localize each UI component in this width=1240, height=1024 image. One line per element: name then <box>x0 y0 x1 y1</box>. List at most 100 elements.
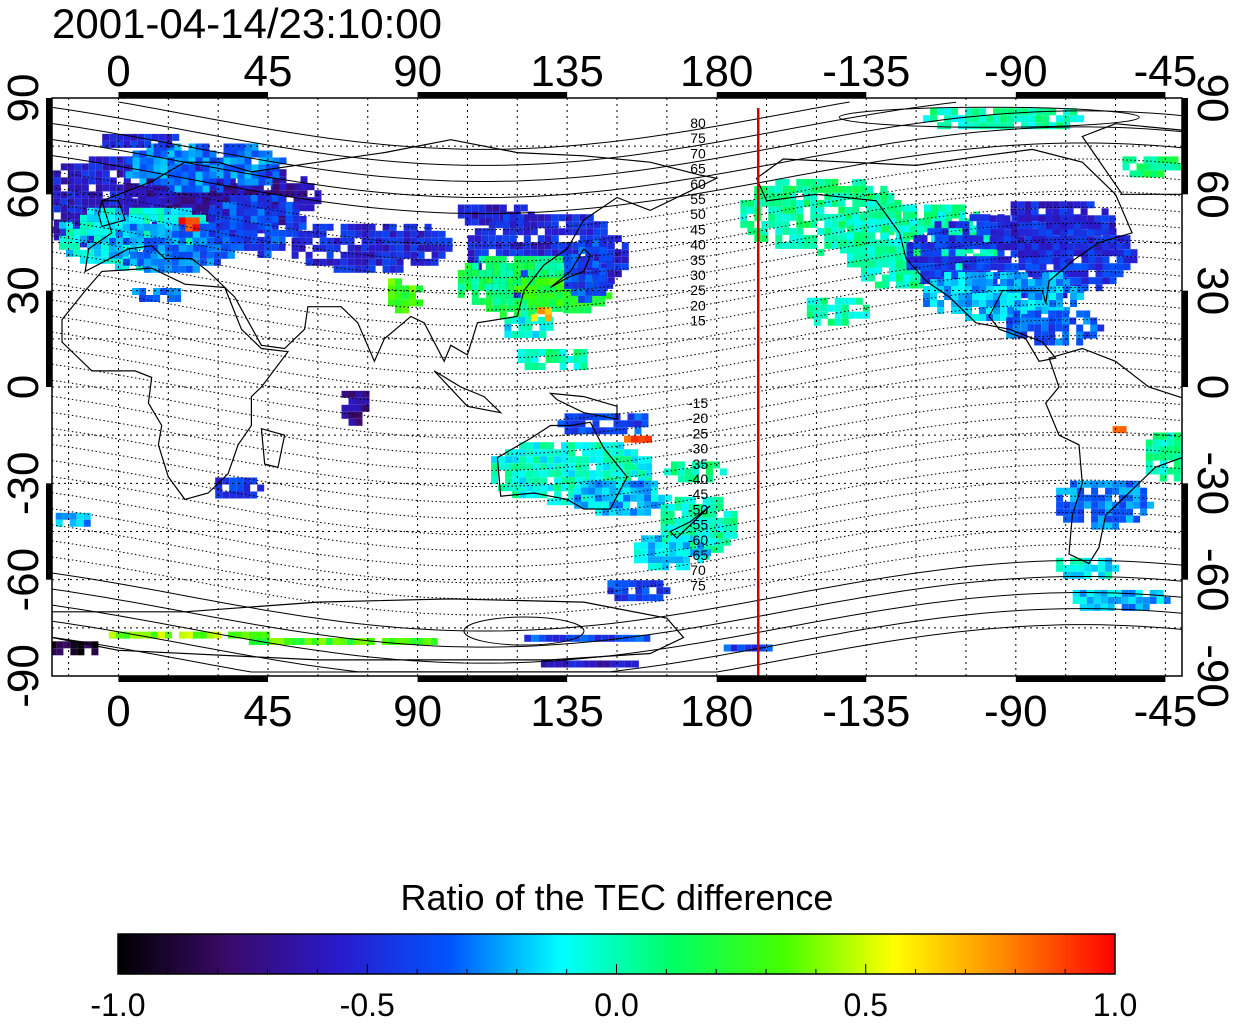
tec-pixel <box>60 212 68 220</box>
tec-pixel <box>683 556 690 564</box>
tec-pixel <box>789 241 797 249</box>
tec-pixel <box>59 235 66 243</box>
tec-pixel <box>558 228 566 236</box>
tec-pixel <box>1133 487 1141 495</box>
tec-pixel <box>910 281 917 289</box>
tec-pixel <box>944 108 952 116</box>
tec-pixel <box>1152 439 1160 447</box>
tec-pixel <box>952 204 959 212</box>
tec-pixel <box>838 213 846 221</box>
tec-pixel <box>125 183 133 191</box>
tec-pixel <box>631 470 639 478</box>
tec-pixel <box>174 190 182 198</box>
tec-pixel <box>803 199 811 207</box>
tec-pixel <box>568 660 576 668</box>
tec-pixel <box>62 512 70 520</box>
tec-pixel <box>609 487 617 495</box>
tec-pixel <box>1018 263 1026 271</box>
tec-pixel <box>326 251 334 259</box>
tec-pixel <box>979 307 987 314</box>
colorbar-tick-label: -0.5 <box>340 987 395 1023</box>
top-tick-label: 180 <box>680 47 753 96</box>
tec-pixel <box>495 235 503 243</box>
tec-pixel <box>782 199 790 207</box>
tec-pixel <box>1157 156 1165 164</box>
tec-pixel <box>681 503 689 511</box>
tec-pixel <box>588 494 596 502</box>
tec-pixel <box>658 494 666 502</box>
tec-pixel <box>993 307 1001 314</box>
tec-pixel <box>1091 522 1099 530</box>
tec-pixel <box>382 244 390 252</box>
tec-pixel <box>740 213 748 221</box>
tec-pixel <box>279 183 287 191</box>
tec-pixel <box>528 299 536 307</box>
tec-pixel <box>803 234 811 242</box>
tec-pixel <box>209 178 217 186</box>
tec-pixel <box>930 286 938 293</box>
tec-pixel <box>810 185 818 193</box>
tec-pixel <box>248 638 256 645</box>
tec-pixel <box>178 251 186 259</box>
tec-pixel <box>319 223 327 231</box>
tec-pixel <box>188 204 196 212</box>
tec-pixel <box>132 157 140 165</box>
tec-pixel <box>641 535 648 543</box>
tec-pixel <box>852 199 860 207</box>
tec-pixel <box>1122 156 1130 164</box>
tec-pixel <box>502 214 510 222</box>
tec-pixel <box>959 204 966 212</box>
tec-pixel <box>146 157 154 165</box>
tec-pixel <box>227 251 235 259</box>
tec-pixel <box>702 510 710 518</box>
tec-pixel <box>153 204 161 212</box>
tec-pixel <box>216 157 224 165</box>
tec-pixel <box>74 219 82 227</box>
tec-pixel <box>593 228 601 236</box>
tec-pixel <box>631 463 639 471</box>
tec-pixel <box>782 185 790 193</box>
tec-pixel <box>578 274 586 282</box>
tec-pixel <box>499 283 507 291</box>
tec-pixel <box>1014 108 1022 116</box>
tec-pixel <box>834 297 842 305</box>
tec-pixel <box>563 292 571 300</box>
tec-pixel <box>129 230 137 238</box>
tec-pixel <box>81 163 89 171</box>
tec-pixel <box>541 262 549 270</box>
tec-pixel <box>1042 307 1050 314</box>
tec-pixel <box>513 255 521 263</box>
tec-pixel <box>1060 291 1068 299</box>
tec-pixel <box>548 304 556 312</box>
tec-pixel <box>382 251 390 259</box>
tec-pixel <box>1105 522 1113 530</box>
tec-pixel <box>471 262 479 270</box>
tec-pixel <box>362 397 370 405</box>
tec-pixel <box>1090 317 1098 325</box>
tec-pixel <box>181 197 189 205</box>
tec-pixel <box>499 255 507 263</box>
tec-pixel <box>396 230 404 238</box>
tec-pixel <box>348 390 356 398</box>
tec-pixel <box>485 276 493 284</box>
tec-pixel <box>948 256 956 264</box>
tec-pixel <box>1112 564 1120 572</box>
tec-pixel <box>697 535 704 543</box>
tec-pixel <box>662 563 669 571</box>
tec-pixel <box>478 269 486 277</box>
tec-pixel <box>464 283 472 291</box>
tec-pixel <box>396 237 404 245</box>
tec-pixel <box>488 228 496 236</box>
tec-pixel <box>1100 603 1108 611</box>
tec-pixel <box>979 293 987 300</box>
tec-pixel <box>250 229 258 237</box>
tec-pixel <box>362 390 370 398</box>
tec-pixel <box>969 235 977 243</box>
tec-pixel <box>305 237 313 245</box>
tec-pixel <box>396 244 404 252</box>
tec-pixel <box>959 211 966 219</box>
tec-pixel <box>1028 279 1036 286</box>
tec-pixel <box>1108 215 1116 223</box>
tec-pixel <box>471 297 479 305</box>
tec-pixel <box>499 290 507 298</box>
